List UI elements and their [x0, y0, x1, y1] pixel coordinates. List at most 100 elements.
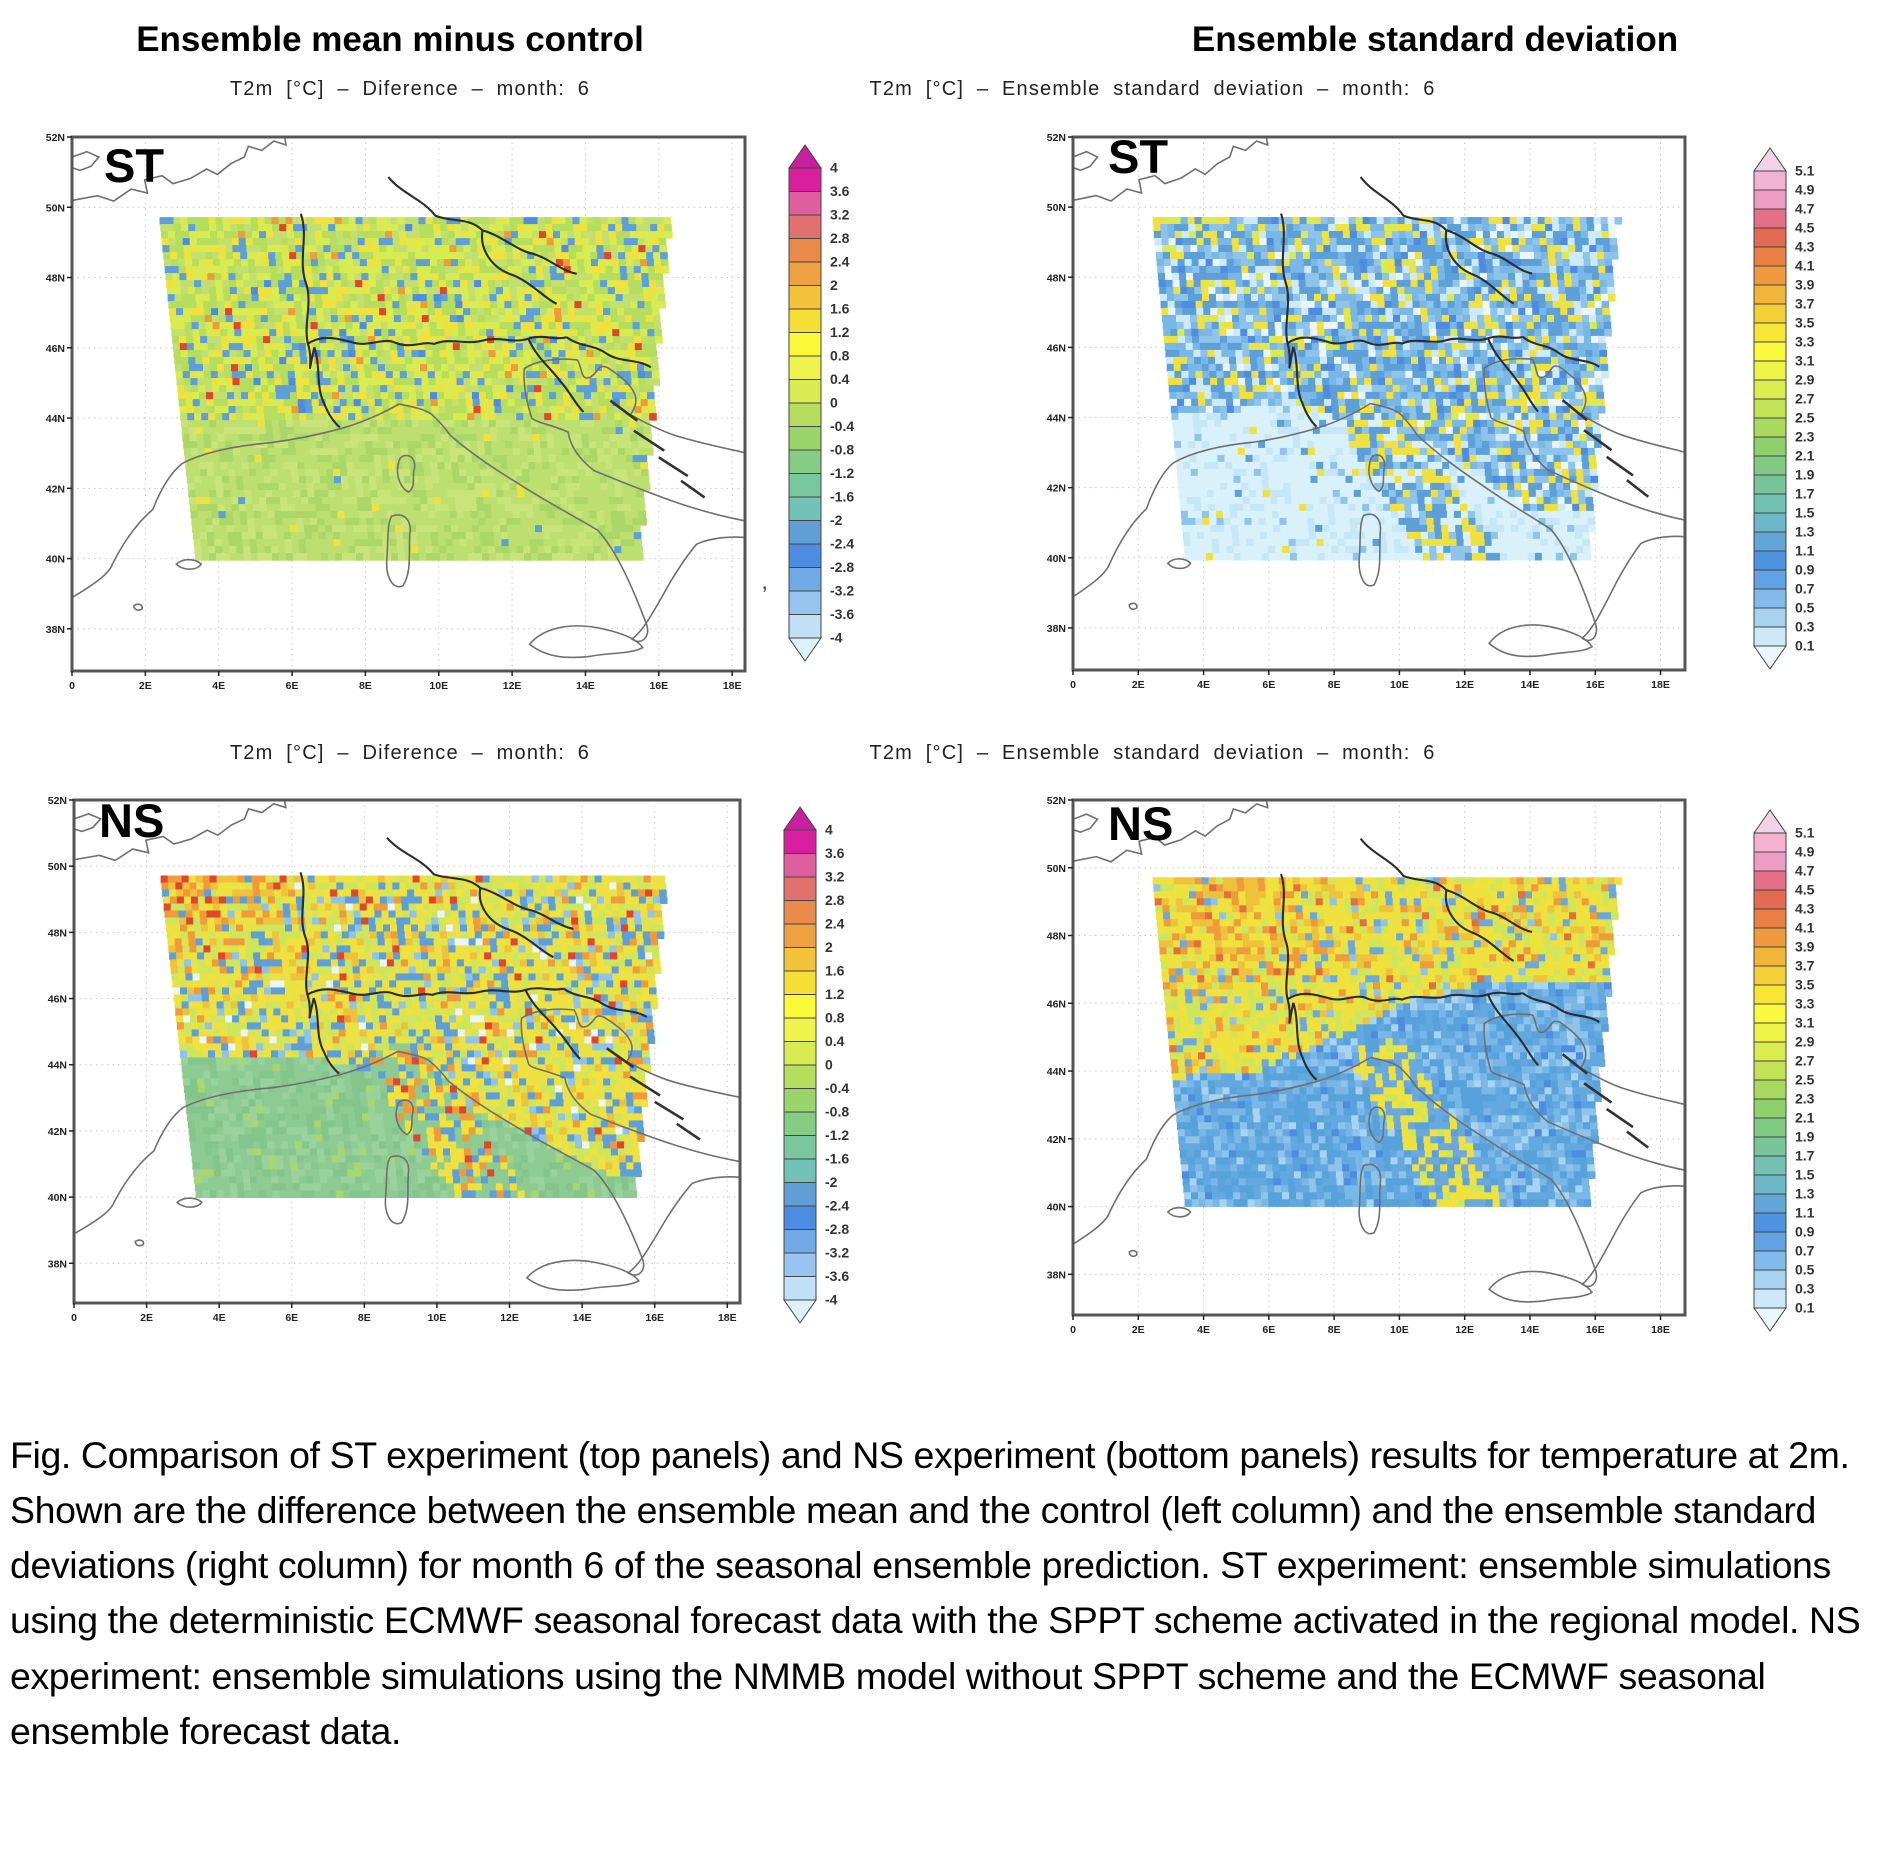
experiment-label-ns-diff: NS — [99, 794, 165, 847]
colorbar-tick-label: 2.3 — [1795, 429, 1815, 445]
colorbar-tick-label: 4.3 — [1795, 901, 1815, 917]
axis-labels: 52N 50N 48N 46N 44N 42N 40N 38N 0 2E 4E 6E 8E 10E 12E 1… — [1047, 795, 1670, 1336]
colorbar-tick-label: 2.5 — [1795, 1072, 1815, 1088]
colorbar-band — [1753, 227, 1787, 248]
colorbar-band — [788, 379, 822, 404]
lon-label: 2E — [140, 1312, 153, 1324]
colorbar-tick-label: -3.6 — [830, 606, 854, 622]
lat-label: 50N — [1047, 863, 1066, 875]
colorbar-tick-label: 5.1 — [1795, 163, 1815, 179]
lon-label: 14E — [573, 1312, 592, 1324]
colorbar-band — [1753, 1003, 1787, 1024]
colorbar-band — [788, 543, 822, 568]
colorbar-band — [1753, 360, 1787, 381]
colorbar-band — [1753, 626, 1787, 647]
colorbar-band — [1753, 1041, 1787, 1062]
lon-label: 2E — [1132, 679, 1145, 691]
colorbar-band — [788, 167, 822, 192]
colorbar-band — [788, 285, 822, 310]
colorbar-tick-label: 3.6 — [825, 845, 845, 861]
colorbar-band — [1753, 398, 1787, 419]
lat-label: 38N — [1047, 1269, 1066, 1281]
lat-label: 50N — [1047, 202, 1066, 214]
colorbar-tick-label: 1.5 — [1795, 505, 1815, 521]
colorbar-band — [783, 1017, 817, 1042]
colorbar-band — [788, 473, 822, 498]
lat-label: 52N — [48, 795, 67, 807]
colorbar-band — [1753, 512, 1787, 533]
lat-label: 48N — [1047, 931, 1066, 943]
colorbar-band — [1753, 1136, 1787, 1157]
colorbar-band — [1753, 1117, 1787, 1138]
colorbar-band — [783, 1088, 817, 1113]
colorbar-band — [1753, 908, 1787, 929]
axis-labels: 52N 50N 48N 46N 44N 42N 40N 38N 0 2E 4E 6E 8E 10E 12E 1… — [46, 132, 742, 692]
colorbar-tick-label: 2.3 — [1795, 1091, 1815, 1107]
colorbar-tick-label: 0.8 — [825, 1010, 845, 1026]
lat-label: 52N — [46, 132, 65, 144]
colorbar-tick-label: 0.1 — [1795, 638, 1815, 654]
colorbar-band — [788, 191, 822, 216]
colorbar-band — [788, 614, 822, 639]
colorbar-tick-label: 1.7 — [1795, 486, 1815, 502]
lon-label: 10E — [1390, 679, 1409, 691]
axis-labels: 52N 50N 48N 46N 44N 42N 40N 38N 0 2E 4E 6E 8E 10E 12E 1… — [48, 795, 737, 1324]
colorbar-tick-label: 3.7 — [1795, 296, 1815, 312]
lon-label: 0 — [1070, 679, 1076, 691]
colorbar-tick-label: 1.9 — [1795, 467, 1815, 483]
colorbar-tick-label: 4.9 — [1795, 182, 1815, 198]
colorbar-tick-label: 3.1 — [1795, 1015, 1815, 1031]
colorbar-band — [1753, 569, 1787, 590]
data-field — [160, 875, 668, 1198]
colorbar-band — [788, 402, 822, 427]
lat-label: 38N — [46, 624, 65, 636]
panel-title-ns-diff: T2m [°C] – Diference – month: 6 — [229, 742, 591, 764]
data-field — [1152, 877, 1623, 1207]
lon-label: 4E — [213, 1312, 226, 1324]
lon-label: 12E — [503, 680, 522, 692]
colorbar-tick-label: -0.8 — [830, 442, 854, 458]
colorbar-band — [788, 214, 822, 239]
lat-label: 50N — [46, 202, 65, 214]
lon-label: 14E — [1521, 679, 1540, 691]
colorbar-band — [783, 1182, 817, 1207]
stray-mark: ’ — [762, 582, 768, 609]
colorbar-band — [783, 1252, 817, 1277]
lon-label: 4E — [1197, 1324, 1210, 1336]
colorbar-tick-label: 3.9 — [1795, 939, 1815, 955]
lon-label: 18E — [718, 1312, 737, 1324]
colorbar-tick-label: 4.5 — [1795, 882, 1815, 898]
map-frame — [1071, 135, 1687, 672]
panel-title-st-diff: T2m [°C] – Diference – month: 6 — [229, 78, 591, 100]
colorbar-band — [1753, 436, 1787, 457]
lon-label: 0 — [1070, 1324, 1076, 1336]
colorbar-tick-label: 4.1 — [1795, 258, 1815, 274]
lat-label: 44N — [46, 413, 65, 425]
colorbar-tick-label: 1.5 — [1795, 1167, 1815, 1183]
colorbar-tick-label: 0.5 — [1795, 1262, 1815, 1278]
colorbar-tick-label: -2.4 — [830, 536, 854, 552]
colorbar-tick-label: 4.3 — [1795, 239, 1815, 255]
experiment-label-ns-sd: NS — [1108, 797, 1174, 850]
colorbar-arrow-bottom — [783, 1299, 817, 1324]
colorbar-tick-label: 3.7 — [1795, 958, 1815, 974]
colorbar-tick-label: 4 — [825, 822, 833, 838]
colorbar-band — [783, 947, 817, 972]
colorbar-tick-label: 2.4 — [830, 254, 850, 270]
lon-label: 0 — [69, 680, 75, 692]
colorbar-band — [788, 355, 822, 380]
colorbar-tick-label: 0.4 — [825, 1033, 845, 1049]
colorbar-band — [1753, 1269, 1787, 1290]
colorbar-tick-label: 2 — [825, 939, 833, 955]
colorbar-band — [1753, 1098, 1787, 1119]
colorbar-tick-label: 0.3 — [1795, 619, 1815, 635]
colorbar-tick-label: 4 — [830, 160, 838, 176]
column-header-left: Ensemble mean minus control — [136, 20, 644, 59]
colorbar-band — [1753, 889, 1787, 910]
colorbar-band — [1753, 1288, 1787, 1309]
lon-label: 8E — [359, 680, 372, 692]
colorbar-tick-label: 0.5 — [1795, 600, 1815, 616]
colorbar-arrow-top — [788, 144, 822, 169]
colorbar-band — [783, 900, 817, 925]
colorbar-tick-label: 4.7 — [1795, 863, 1815, 879]
